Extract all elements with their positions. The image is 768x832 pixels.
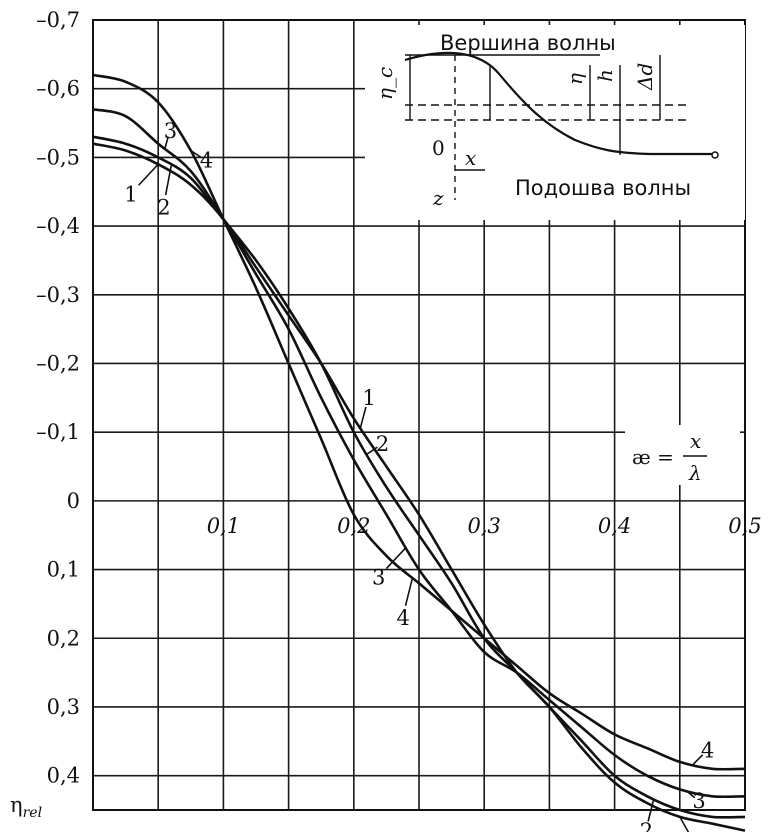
inset-wave-profile xyxy=(404,51,715,156)
plot-frame xyxy=(92,19,746,811)
curve-label: 2 xyxy=(157,196,170,220)
curve-label-leader xyxy=(385,547,407,570)
curve-label: 3 xyxy=(692,789,705,813)
x-axis: 0,1 0,2 0,3 0,4 0,5 xyxy=(207,514,762,538)
curve-label: 1 xyxy=(362,386,375,410)
y-tick-label: 0,1 xyxy=(47,558,80,582)
y-tick-label: 0 xyxy=(67,489,80,513)
y-tick-label: –0,5 xyxy=(36,145,80,169)
curve-label: 4 xyxy=(396,606,409,630)
y-tick-label: 0,3 xyxy=(47,695,80,719)
curve-label-leader xyxy=(679,816,690,832)
y-tick-label: –0,7 xyxy=(36,8,80,32)
curves xyxy=(92,73,746,832)
y-axis-label: ηrel xyxy=(10,793,42,821)
inset-trough-label: Подошва волны xyxy=(515,176,691,200)
curve-label: 2 xyxy=(376,432,389,456)
curve-label: 1 xyxy=(124,182,137,206)
y-tick-label: 0,4 xyxy=(47,764,80,788)
curve-label: 3 xyxy=(164,119,177,143)
inset-crest-label: Вершина волны xyxy=(440,31,616,55)
inset-diagram: Вершина волны Подошва волны η_c η h Δd 0… xyxy=(365,25,745,220)
curve-label-leader xyxy=(163,136,169,150)
curve-label: 2 xyxy=(640,819,653,832)
curve-label-leader xyxy=(692,754,704,766)
curve-label-leader xyxy=(190,149,202,159)
formula-background xyxy=(625,425,740,485)
y-axis-label-eta: η xyxy=(10,793,23,817)
x-tick-label: 0,1 xyxy=(207,514,240,538)
curve-label: 3 xyxy=(372,566,385,590)
x-axis-formula: æ = x λ xyxy=(625,425,740,485)
curve-label-leader xyxy=(164,165,173,196)
y-tick-label: –0,6 xyxy=(36,77,80,101)
inset-wave-end-marker xyxy=(711,151,719,159)
x-tick-label: 0,5 xyxy=(728,514,761,538)
curve-4 xyxy=(92,73,746,771)
y-axis-label-subscript: rel xyxy=(23,805,42,821)
y-tick-label: –0,3 xyxy=(36,283,80,307)
formula-numerator: x xyxy=(690,429,701,453)
inset-eta-label: η xyxy=(563,73,587,85)
inset-background xyxy=(365,25,745,220)
curve-1 xyxy=(92,142,746,832)
curve-label-leader xyxy=(404,577,414,607)
curve-3 xyxy=(92,108,746,799)
y-axis: –0,7 –0,6 –0,5 –0,4 –0,3 –0,2 –0,1 0 0,1 0,2 0,3 0,… xyxy=(36,8,80,788)
formula-denominator: λ xyxy=(688,461,702,485)
inset-h-label: h xyxy=(593,69,617,82)
inset-origin-label: 0 xyxy=(432,136,445,160)
inset-delta-d-label: Δd xyxy=(633,63,657,91)
y-tick-label: –0,1 xyxy=(36,420,80,444)
y-tick-label: 0,2 xyxy=(47,626,80,650)
curve-label-leader xyxy=(647,798,655,822)
curve-label-leader xyxy=(366,446,378,455)
curve-label: 4 xyxy=(200,149,213,173)
inset-eta-c-label: η_c xyxy=(373,67,397,100)
inset-x-label: x xyxy=(465,146,476,170)
y-tick-label: –0,2 xyxy=(36,351,80,375)
curve-label-leader xyxy=(359,406,367,429)
curve-2 xyxy=(92,135,746,819)
curve-label-leader xyxy=(685,790,696,799)
curve-labels: 123412341234 xyxy=(124,119,714,832)
y-tick-label: –0,4 xyxy=(36,214,80,238)
formula-lhs: æ = xyxy=(632,445,674,469)
curve-label: 4 xyxy=(701,739,714,763)
curve-label-leader xyxy=(138,163,159,186)
inset-z-label: z xyxy=(432,186,444,210)
x-tick-label: 0,4 xyxy=(598,514,631,538)
x-tick-label: 0,3 xyxy=(467,514,500,538)
